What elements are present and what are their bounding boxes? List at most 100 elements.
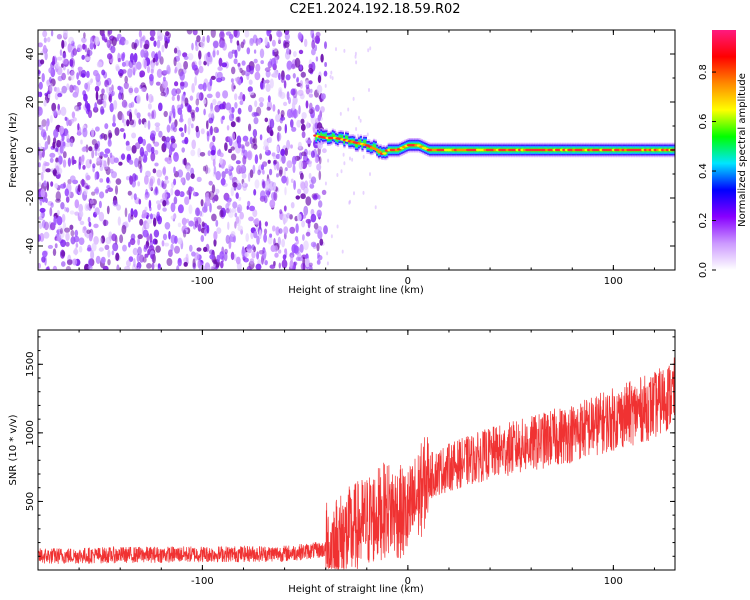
heatmap-cell <box>61 63 64 68</box>
heatmap-cell <box>55 191 61 202</box>
heatmap-cell <box>133 209 138 218</box>
heatmap-cell <box>107 129 112 140</box>
heatmap-cell <box>230 146 235 151</box>
heatmap-cell <box>145 222 150 230</box>
heatmap-cell <box>150 68 154 74</box>
heatmap-cell <box>110 45 116 54</box>
heatmap-cell <box>292 164 296 174</box>
heatmap-cell <box>316 259 321 265</box>
heatmap-cell <box>59 183 66 189</box>
heatmap-cell <box>241 60 246 66</box>
heatmap-cell <box>242 39 246 45</box>
heatmap-cell <box>286 47 290 55</box>
heatmap-cell <box>246 265 252 270</box>
heatmap-cell <box>297 257 304 262</box>
heatmap-cell <box>271 39 276 47</box>
heatmap-cell <box>276 173 279 178</box>
heatmap-cell <box>290 202 295 209</box>
heatmap-cell <box>316 163 322 171</box>
heatmap-cell <box>162 79 168 89</box>
heatmap-cell <box>202 35 206 43</box>
heatmap-cell <box>342 152 345 157</box>
heatmap-cell <box>47 244 54 249</box>
heatmap-cell <box>39 207 46 213</box>
heatmap-cell <box>278 72 281 81</box>
heatmap-cell <box>320 132 323 138</box>
heatmap-cell <box>49 76 52 83</box>
heatmap-cell <box>90 36 94 46</box>
heatmap-cell <box>138 155 142 165</box>
heatmap-cell <box>61 213 66 223</box>
heatmap-cell <box>309 102 313 111</box>
heatmap-cell <box>295 195 301 200</box>
heatmap-cell <box>136 94 141 105</box>
heatmap-cell <box>111 84 114 93</box>
heatmap-cell <box>206 132 210 142</box>
heatmap-cell <box>137 237 141 246</box>
heatmap-cell <box>284 147 288 156</box>
heatmap-cell <box>212 171 216 177</box>
heatmap-cell <box>359 139 363 145</box>
heatmap-cell <box>331 133 335 139</box>
heatmap-cell <box>105 237 112 245</box>
heatmap-cell <box>244 30 250 38</box>
heatmap-cell <box>343 161 346 166</box>
heatmap-cell <box>55 198 61 203</box>
heatmap-cell <box>94 207 100 216</box>
heatmap-cell <box>269 199 276 208</box>
heatmap-cell <box>65 232 70 242</box>
heatmap-cell <box>319 238 324 246</box>
heatmap-cell <box>61 261 66 267</box>
heatmap-cell <box>246 47 251 55</box>
heatmap-cell <box>231 66 236 75</box>
heatmap-cell <box>212 50 216 58</box>
heatmap-cell <box>310 241 317 248</box>
heatmap-cell <box>143 150 149 157</box>
heatmap-cell <box>42 250 48 258</box>
heatmap-cell <box>170 187 174 196</box>
heatmap-cell <box>281 154 286 164</box>
heatmap-cell <box>164 242 170 247</box>
heatmap-cell <box>200 211 204 217</box>
heatmap-cell <box>77 79 81 86</box>
heatmap-cell <box>297 141 302 150</box>
heatmap-cell <box>146 218 153 224</box>
heatmap-cell <box>221 62 228 68</box>
heatmap-cell <box>297 188 302 195</box>
heatmap-cell <box>228 164 232 170</box>
heatmap-cell <box>300 123 306 132</box>
heatmap-cell <box>235 256 241 265</box>
heatmap-cell <box>248 79 253 85</box>
heatmap-cell <box>168 115 172 124</box>
heatmap-cell <box>106 177 110 184</box>
heatmap-cell <box>127 213 132 223</box>
heatmap-cell <box>320 106 325 113</box>
heatmap-cell <box>277 109 280 115</box>
heatmap-cell <box>198 65 204 74</box>
heatmap-cell <box>183 157 187 166</box>
heatmap-cell <box>327 158 330 163</box>
heatmap-cell <box>236 40 240 46</box>
heatmap-cell <box>280 110 285 118</box>
heatmap-cell <box>234 221 237 229</box>
heatmap-cell <box>134 87 139 94</box>
heatmap-cell <box>69 224 74 230</box>
heatmap-cell <box>256 235 260 245</box>
heatmap-cell <box>309 88 313 94</box>
heatmap-cell <box>329 74 332 79</box>
heatmap-cell <box>173 166 176 174</box>
heatmap-cell <box>206 120 209 130</box>
heatmap-cell <box>106 39 111 49</box>
heatmap-cell <box>111 233 117 242</box>
heatmap-cell <box>249 65 255 75</box>
heatmap-cell <box>248 104 253 113</box>
heatmap-cell <box>234 77 239 82</box>
heatmap-cell <box>49 157 54 163</box>
heatmap-cell <box>369 172 371 177</box>
snr-x-tick-label: -100 <box>191 576 214 587</box>
heatmap-cell <box>134 108 138 116</box>
heatmap-cell <box>308 262 313 267</box>
heatmap-cell <box>197 147 201 158</box>
heatmap-cell <box>119 128 125 132</box>
heatmap-cell <box>80 139 83 145</box>
